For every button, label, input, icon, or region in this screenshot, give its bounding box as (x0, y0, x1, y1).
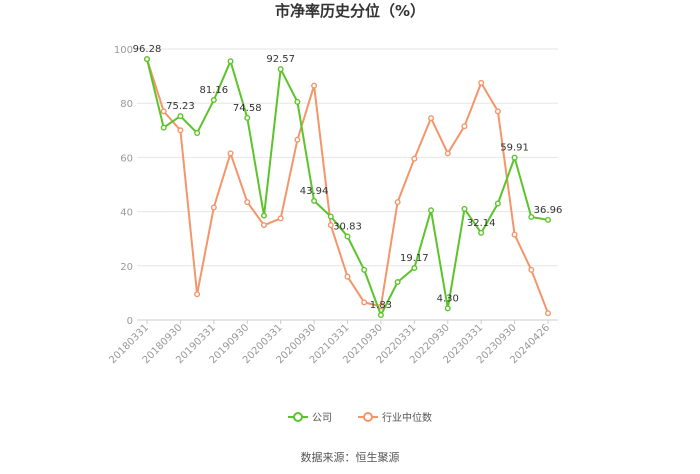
data-point[interactable] (210, 97, 217, 104)
data-point[interactable] (411, 155, 418, 162)
data-point[interactable] (311, 197, 318, 204)
data-point[interactable] (210, 204, 217, 211)
data-point[interactable] (344, 233, 351, 240)
data-point[interactable] (244, 199, 251, 206)
plot-area (143, 56, 552, 319)
data-point[interactable] (444, 150, 451, 157)
data-point[interactable] (511, 154, 518, 161)
data-label: 4.30 (437, 293, 459, 304)
legend[interactable]: 公司 行业中位数 (288, 411, 432, 424)
data-point[interactable] (294, 136, 301, 143)
legend-marker (363, 412, 373, 422)
data-label: 30.83 (333, 221, 362, 232)
y-tick-label: 100 (114, 45, 133, 56)
data-point[interactable] (361, 266, 368, 273)
data-point[interactable] (411, 265, 418, 272)
data-point[interactable] (377, 312, 384, 319)
data-point[interactable] (394, 279, 401, 286)
data-label: 43.94 (300, 186, 329, 197)
data-point[interactable] (528, 214, 535, 221)
data-point[interactable] (428, 115, 435, 122)
data-point[interactable] (294, 98, 301, 105)
data-label: 96.28 (133, 44, 162, 55)
data-label: 81.16 (200, 85, 229, 96)
data-labels: 96.28 75.23 81.16 74.58 92.57 43.94 30.83 1.83 1… (133, 44, 563, 311)
data-point[interactable] (494, 108, 501, 115)
y-tick-label: 20 (120, 262, 133, 273)
data-point[interactable] (344, 273, 351, 280)
data-point[interactable] (143, 56, 150, 63)
series-公司 (143, 56, 552, 319)
legend-marker (293, 412, 303, 422)
data-point[interactable] (394, 199, 401, 206)
data-point[interactable] (327, 222, 334, 229)
data-point[interactable] (260, 212, 267, 219)
data-point[interactable] (511, 231, 518, 238)
data-point[interactable] (545, 216, 552, 223)
data-point[interactable] (361, 299, 368, 306)
legend-label: 公司 (312, 413, 332, 424)
data-source: 数据来源：恒生聚源 (301, 450, 400, 464)
legend-item[interactable]: 行业中位数 (358, 411, 432, 424)
data-label: 59.91 (500, 143, 529, 154)
chart-title: 市净率历史分位（%） (275, 2, 425, 20)
y-tick-label: 40 (120, 208, 133, 219)
data-point[interactable] (244, 114, 251, 121)
data-point[interactable] (160, 124, 167, 131)
data-point[interactable] (311, 82, 318, 89)
data-point[interactable] (494, 200, 501, 207)
data-point[interactable] (227, 58, 234, 65)
legend-item[interactable]: 公司 (288, 412, 332, 424)
data-label: 36.96 (534, 205, 563, 216)
data-point[interactable] (177, 113, 184, 120)
data-point[interactable] (227, 150, 234, 157)
data-point[interactable] (478, 79, 485, 86)
data-label: 32.14 (467, 218, 496, 229)
data-point[interactable] (461, 205, 468, 212)
legend-label: 行业中位数 (382, 411, 432, 424)
data-point[interactable] (428, 207, 435, 214)
data-point[interactable] (528, 266, 535, 273)
data-point[interactable] (277, 66, 284, 73)
data-point[interactable] (327, 213, 334, 220)
data-point[interactable] (194, 130, 201, 137)
y-tick-label: 80 (120, 99, 133, 110)
data-point[interactable] (444, 305, 451, 312)
x-axis: 2018033120180930201903312019093020200331… (107, 319, 558, 366)
y-axis: 0 20 40 60 80 100 (114, 45, 133, 327)
data-point[interactable] (177, 127, 184, 134)
data-label: 75.23 (166, 101, 195, 112)
data-label: 1.83 (370, 300, 392, 311)
data-point[interactable] (461, 123, 468, 130)
data-point[interactable] (260, 222, 267, 229)
data-point[interactable] (478, 229, 485, 236)
data-label: 74.58 (233, 103, 262, 114)
data-label: 92.57 (266, 54, 295, 65)
y-tick-label: 60 (120, 153, 133, 164)
data-label: 19.17 (400, 253, 429, 264)
data-point[interactable] (194, 291, 201, 298)
y-tick-label: 0 (127, 316, 133, 327)
data-point[interactable] (160, 108, 167, 115)
data-point[interactable] (277, 215, 284, 222)
data-point[interactable] (545, 310, 552, 317)
